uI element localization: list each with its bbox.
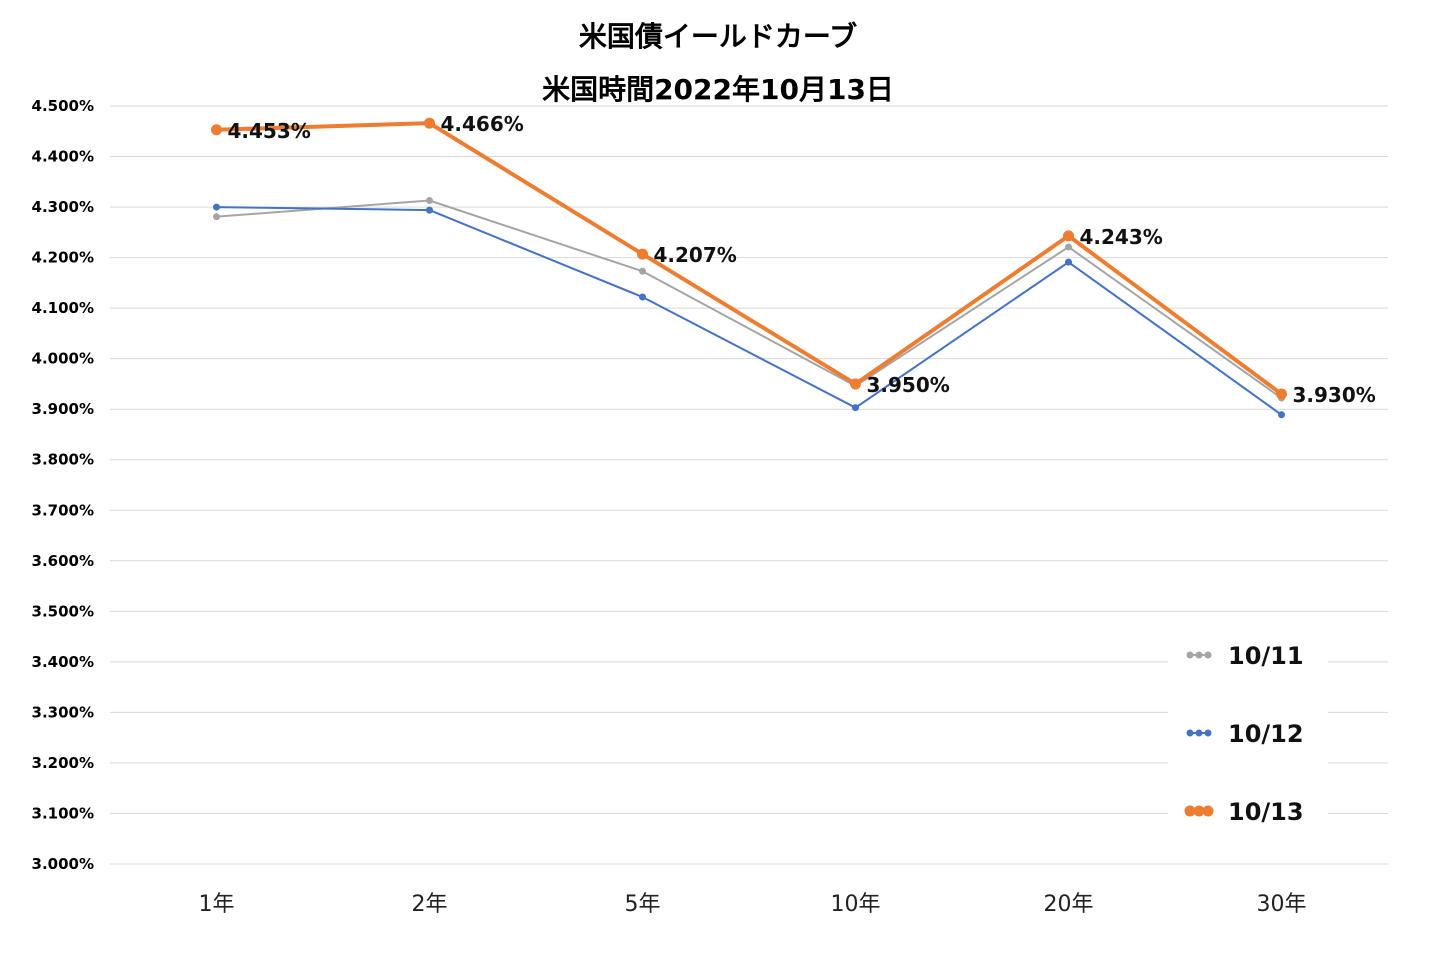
legend-swatch-marker xyxy=(1202,805,1214,817)
data-label: 4.466% xyxy=(441,112,524,136)
data-point xyxy=(850,378,861,390)
data-point xyxy=(424,117,435,129)
y-tick-label: 3.600% xyxy=(32,552,94,570)
y-tick-label: 3.000% xyxy=(32,855,94,873)
data-label: 3.950% xyxy=(867,373,950,397)
data-label: 4.453% xyxy=(228,119,311,143)
data-labels: 4.453% 4.466% 4.207% 3.950% 4.243% 3.930% xyxy=(228,112,1376,407)
y-tick-label: 4.400% xyxy=(32,148,94,166)
data-point xyxy=(426,196,433,204)
y-tick-label: 4.100% xyxy=(32,299,94,317)
legend-swatch-marker xyxy=(1195,651,1203,659)
series-lines xyxy=(211,117,1287,419)
data-point xyxy=(211,124,222,136)
legend-swatch-marker xyxy=(1184,805,1196,817)
y-tick-label: 3.800% xyxy=(32,451,94,469)
data-point xyxy=(1065,258,1072,266)
data-point xyxy=(426,206,433,214)
y-tick-label: 3.500% xyxy=(32,602,94,620)
y-tick-label: 3.400% xyxy=(32,653,94,671)
data-point xyxy=(1063,230,1074,242)
y-tick-label: 4.200% xyxy=(32,249,94,267)
x-tick-label: 1年 xyxy=(199,892,235,917)
data-point xyxy=(637,248,648,260)
data-point xyxy=(213,213,220,221)
legend-label: 10/11 xyxy=(1228,642,1304,670)
data-point xyxy=(852,404,859,412)
x-axis-ticks: 1年 2年 5年 10年 20年 30年 xyxy=(199,892,1307,917)
y-tick-label: 4.500% xyxy=(32,97,94,115)
gridlines xyxy=(110,105,1388,865)
data-point xyxy=(1276,388,1287,400)
x-tick-label: 5年 xyxy=(625,892,661,917)
legend: 10/11 10/12 10/13 xyxy=(1168,626,1328,858)
data-point xyxy=(639,293,646,301)
legend-label: 10/12 xyxy=(1228,720,1304,748)
legend-label: 10/13 xyxy=(1228,798,1304,826)
legend-box xyxy=(1168,626,1328,858)
legend-swatch-marker xyxy=(1204,729,1212,737)
legend-swatch-marker xyxy=(1186,651,1194,659)
chart-subtitle: 米国時間2022年10月13日 xyxy=(542,73,894,106)
data-point xyxy=(1278,411,1285,419)
y-tick-label: 3.300% xyxy=(32,703,94,721)
data-label: 4.207% xyxy=(654,243,737,267)
y-tick-label: 3.900% xyxy=(32,400,94,418)
data-point xyxy=(639,267,646,275)
y-tick-label: 4.000% xyxy=(32,350,94,368)
data-label: 3.930% xyxy=(1293,383,1376,407)
series-line xyxy=(216,121,1283,396)
data-label: 4.243% xyxy=(1080,225,1163,249)
y-axis-ticks: 3.000% 3.100% 3.200% 3.300% 3.400% 3.500% 3.60… xyxy=(32,97,94,873)
legend-swatch-marker xyxy=(1195,729,1203,737)
x-tick-label: 30年 xyxy=(1257,892,1307,917)
x-tick-label: 20年 xyxy=(1044,892,1094,917)
y-tick-label: 3.700% xyxy=(32,501,94,519)
legend-swatch-marker xyxy=(1193,805,1205,817)
y-tick-label: 3.200% xyxy=(32,754,94,772)
series-line xyxy=(216,206,1283,416)
x-tick-label: 10年 xyxy=(831,892,881,917)
chart-title: 米国債イールドカーブ xyxy=(579,20,857,53)
x-tick-label: 2年 xyxy=(412,892,448,917)
data-point xyxy=(1065,243,1072,251)
series-line xyxy=(216,199,1283,399)
y-tick-label: 4.300% xyxy=(32,198,94,216)
y-tick-label: 3.100% xyxy=(32,804,94,822)
data-point xyxy=(213,203,220,211)
legend-swatch-marker xyxy=(1204,651,1212,659)
legend-swatch-marker xyxy=(1186,729,1194,737)
